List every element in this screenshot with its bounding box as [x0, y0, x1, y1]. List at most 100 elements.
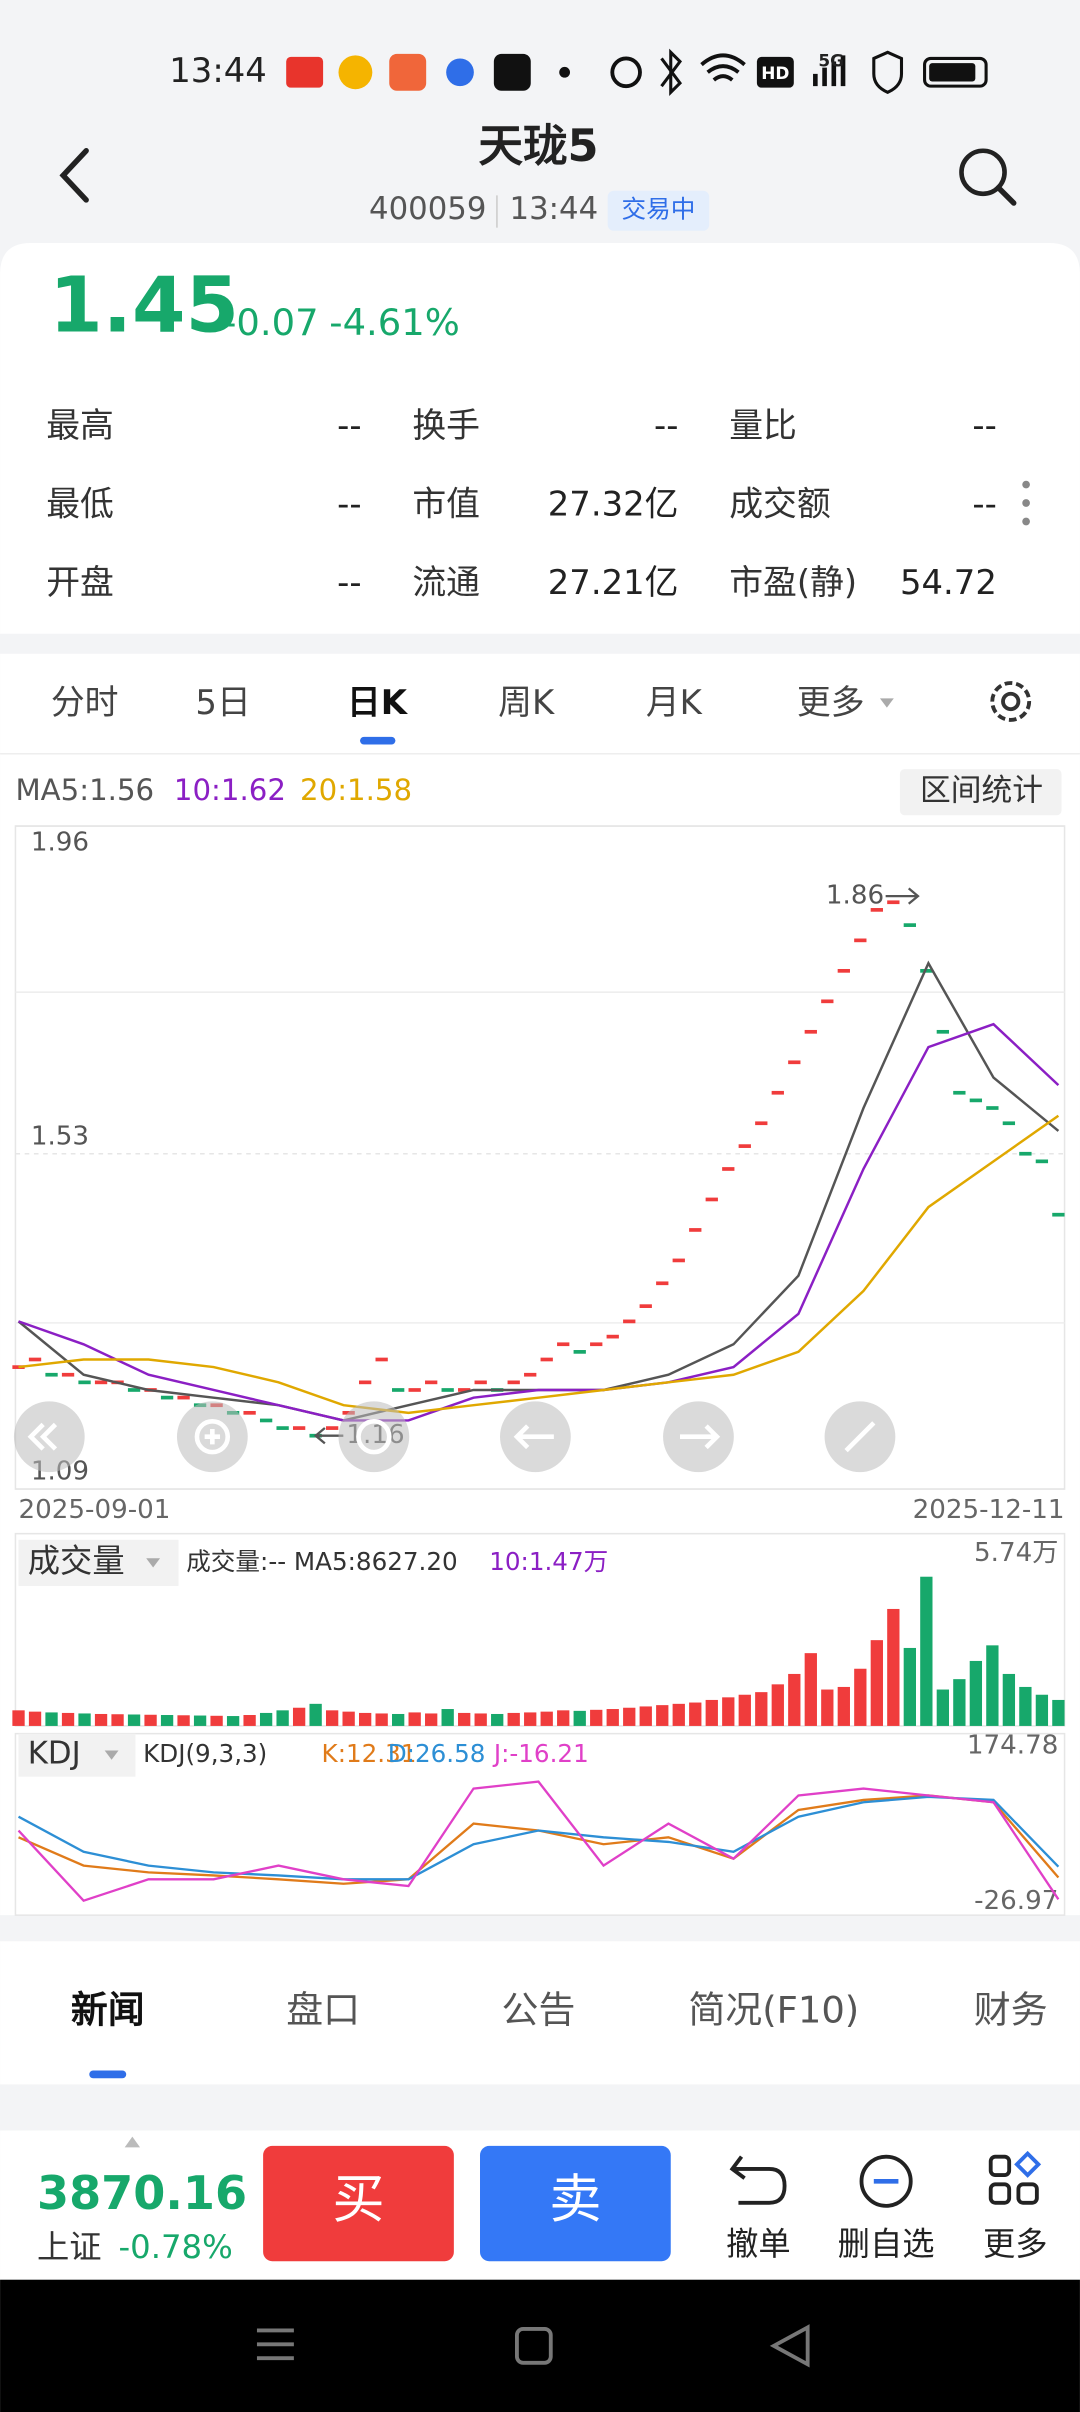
period-tab[interactable]: 更多 — [797, 683, 865, 722]
volume-bar — [177, 1715, 190, 1726]
candle — [375, 1357, 388, 1362]
tab-indicator — [360, 736, 396, 745]
change-pct: -4.61% — [329, 301, 460, 344]
period-tab[interactable]: 分时 — [51, 683, 119, 722]
volume-bar — [408, 1712, 421, 1726]
y-tick-label: 1.53 — [31, 1121, 89, 1151]
volume-bar — [986, 1645, 999, 1726]
stat-value: -- — [337, 563, 361, 602]
stock-title: 天珑5 — [478, 120, 598, 172]
action-icons — [729, 2150, 1042, 2208]
period-tabs: 分时 5日 日K 周K 月K 更多 — [51, 683, 865, 722]
news-tab[interactable]: 财务 — [974, 1989, 1048, 2032]
candle — [689, 1228, 702, 1232]
volume-legend: 成交量:-- MA5:8627.20 — [186, 1547, 457, 1576]
news-tabs-bg — [0, 1941, 1080, 2085]
period-tab[interactable]: 日K — [347, 683, 409, 722]
volume-bar — [590, 1709, 603, 1726]
action-label[interactable]: 删自选 — [838, 2225, 935, 2263]
candle — [771, 1090, 784, 1095]
volume-bar — [755, 1692, 768, 1726]
kdj-title[interactable]: KDJ — [28, 1736, 81, 1772]
candle — [705, 1197, 718, 1202]
candle — [639, 1304, 652, 1308]
volume-bar — [903, 1647, 916, 1726]
volume-bar — [441, 1709, 454, 1726]
period-tab[interactable]: 5日 — [195, 683, 250, 722]
sell-button[interactable] — [480, 2145, 671, 2262]
volume-bar — [639, 1706, 652, 1726]
kdj-title-bg — [18, 1733, 136, 1777]
max-arrow — [885, 887, 920, 905]
x-tick-label: 2025-12-11 — [913, 1495, 1065, 1525]
candle — [854, 938, 867, 943]
news-tab[interactable]: 新闻 — [71, 1989, 145, 2032]
volume-bar — [738, 1694, 751, 1726]
candle — [590, 1342, 603, 1347]
stat-value: -- — [337, 485, 361, 524]
range-button-bg[interactable] — [899, 769, 1062, 816]
y-tick-label: 1.96 — [31, 827, 89, 857]
news-tab[interactable]: 盘口 — [286, 1989, 360, 2032]
action-label[interactable]: 撤单 — [726, 2225, 791, 2263]
candle — [127, 1388, 141, 1392]
stat-label: 流通 — [412, 563, 480, 602]
range-button[interactable]: 区间统计 — [920, 773, 1043, 809]
ma-line — [18, 1022, 1060, 1422]
candle — [788, 1060, 801, 1065]
quote-card — [0, 243, 1080, 634]
volume-title[interactable]: 成交量 — [28, 1542, 125, 1580]
candle — [606, 1334, 619, 1339]
back-button[interactable] — [59, 148, 89, 203]
candle — [12, 1365, 25, 1369]
buy-label[interactable]: 买 — [332, 2169, 384, 2230]
volume-bar — [127, 1714, 141, 1726]
candle — [1035, 1159, 1049, 1164]
candle — [45, 1372, 58, 1377]
candle — [903, 923, 916, 927]
volume-bar — [458, 1712, 471, 1726]
volume-bar — [392, 1713, 405, 1726]
candle — [623, 1319, 636, 1324]
volume-bar — [309, 1703, 322, 1726]
candle — [441, 1388, 454, 1392]
stat-value: -- — [337, 406, 361, 445]
stat-value: 27.21亿 — [548, 563, 679, 602]
search-button[interactable] — [959, 148, 1017, 206]
candle — [540, 1357, 553, 1362]
buy-button[interactable] — [263, 2145, 454, 2262]
index-value: 3870.16 — [37, 2166, 247, 2220]
volume-bar — [837, 1686, 850, 1726]
more-dots[interactable] — [1022, 480, 1030, 526]
candle — [936, 1029, 950, 1034]
volume-ma10: 10:1.47万 — [489, 1547, 608, 1576]
news-tab[interactable]: 简况(F10) — [688, 1989, 859, 2032]
candle — [408, 1388, 421, 1392]
period-tab[interactable]: 周K — [498, 683, 555, 722]
candle — [656, 1281, 669, 1286]
sell-label[interactable]: 卖 — [549, 2169, 601, 2230]
stat-label: 最低 — [46, 485, 114, 524]
stat-value: -- — [972, 485, 996, 524]
legend-entry: J:-16.21 — [492, 1739, 589, 1768]
candle — [722, 1167, 735, 1171]
stats: 最高 -- 换手 -- 量比 -- 最低 -- 市值 27.32亿 成交额 -- 开盘 -- 流通 27.21… — [46, 406, 997, 602]
volume-bar — [656, 1705, 669, 1726]
period-tab[interactable]: 月K — [646, 683, 703, 722]
action-label[interactable]: 更多 — [983, 2225, 1048, 2263]
stat-label: 最高 — [46, 406, 114, 445]
y-tick-label: 5.74万 — [974, 1538, 1058, 1568]
settings-button[interactable] — [990, 681, 1032, 722]
x-tick-label: 2025-09-01 — [19, 1495, 171, 1525]
news-tab[interactable]: 公告 — [502, 1989, 576, 2032]
candle — [1002, 1121, 1016, 1126]
status-badge — [607, 190, 710, 231]
chart-panel — [0, 653, 1080, 1916]
volume-bar — [689, 1702, 702, 1726]
volume-bar — [1002, 1673, 1016, 1726]
y-tick-label: 174.78 — [967, 1730, 1058, 1760]
candle — [61, 1372, 75, 1377]
status-text: 交易中 — [622, 195, 696, 224]
legend-entry: MA5:1.56 — [15, 773, 154, 807]
